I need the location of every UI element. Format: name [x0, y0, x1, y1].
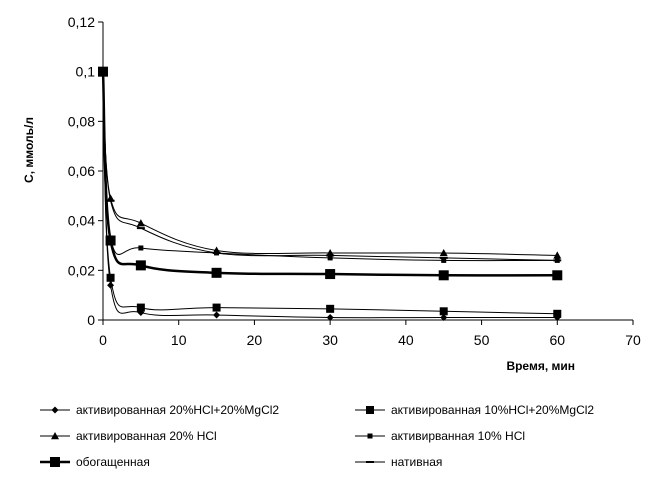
axes: 0 0,02 0,04 0,06 0,08 0,1 0,12 0 10 20 30 40 50 60 70 В… [22, 14, 641, 373]
legend-item-5: обогащенная [40, 455, 150, 469]
data-point [106, 273, 115, 282]
data-point [136, 303, 145, 312]
data-point [326, 254, 335, 257]
legend-swatch-marker [50, 457, 60, 467]
x-axis-title: Время, мин [506, 359, 575, 373]
data-point [213, 311, 221, 319]
x-tick-label: 70 [625, 332, 641, 348]
y-tick-label: 0,04 [68, 213, 95, 229]
series-group [98, 66, 563, 322]
data-point [439, 248, 448, 257]
data-point [325, 269, 336, 280]
legend-item-1: активированная 20%HCl+20%MgCl2 [40, 403, 279, 417]
data-point [211, 267, 222, 278]
y-axis-title: C, ммоль/л [22, 117, 36, 183]
legend-item-4: активирванная 10% HCl [355, 429, 525, 443]
x-tick-label: 60 [549, 332, 565, 348]
x-tick-label: 30 [322, 332, 338, 348]
data-point [105, 235, 116, 246]
data-point [107, 281, 115, 289]
series-3 [99, 67, 562, 259]
legend-item-6: нативная [355, 455, 442, 469]
data-point [136, 219, 145, 227]
series-1 [99, 68, 561, 322]
legend-item-2: активированная 10%HCl+20%MgCl2 [355, 403, 594, 417]
series-line [102, 71, 558, 261]
data-point [553, 251, 562, 259]
y-tick-label: 0,12 [68, 14, 95, 30]
series-line [101, 71, 558, 277]
data-point [99, 70, 107, 73]
y-tick-label: 0,06 [68, 163, 95, 179]
series-line [102, 71, 558, 319]
legend-label: нативная [391, 455, 442, 469]
data-point [553, 259, 562, 262]
x-tick-label: 50 [474, 332, 490, 348]
legend-label: активированная 20%HCl+20%MgCl2 [76, 403, 279, 417]
legend-label: обогащенная [76, 455, 150, 469]
x-tick-label: 0 [99, 332, 107, 348]
data-point [212, 251, 221, 254]
data-point [135, 260, 146, 271]
series-4 [100, 69, 560, 263]
data-point [441, 257, 447, 263]
legend-label: активированная 10%HCl+20%MgCl2 [391, 403, 594, 417]
data-point [326, 304, 335, 313]
series-5 [98, 66, 563, 281]
series-2 [99, 67, 562, 318]
series-line [102, 71, 558, 262]
data-point [438, 270, 449, 281]
legend-label: активированная 20% HCl [76, 429, 217, 443]
data-point [440, 314, 448, 322]
data-point [136, 227, 145, 230]
data-point [553, 309, 562, 318]
legend-swatch-marker [366, 461, 374, 463]
y-tick-label: 0,08 [68, 113, 95, 129]
series-line [102, 71, 558, 256]
data-point [439, 256, 448, 259]
series-6 [99, 70, 562, 262]
legend-swatch-marker [51, 432, 59, 440]
data-point [326, 248, 335, 257]
x-tick-label: 20 [247, 332, 263, 348]
legend-item-3: активированная 20% HCl [40, 429, 217, 443]
x-tick-label: 10 [171, 332, 187, 348]
data-point [552, 270, 563, 281]
data-point [326, 314, 334, 322]
legend-label: активирванная 10% HCl [391, 429, 525, 443]
legend-swatch-marker [51, 406, 59, 414]
legend: активированная 20%HCl+20%MgCl2 активирова… [40, 403, 594, 469]
legend-swatch-marker [367, 433, 373, 439]
data-point [106, 199, 115, 202]
y-tick-label: 0,02 [68, 262, 95, 278]
legend-swatch-marker [366, 406, 374, 414]
x-tick-label: 40 [398, 332, 414, 348]
data-point [212, 303, 221, 312]
data-point [106, 194, 115, 202]
data-point [138, 245, 144, 251]
y-tick-label: 0,1 [76, 64, 96, 80]
data-point [439, 307, 448, 316]
data-point [327, 255, 333, 261]
y-tick-label: 0 [87, 312, 95, 328]
